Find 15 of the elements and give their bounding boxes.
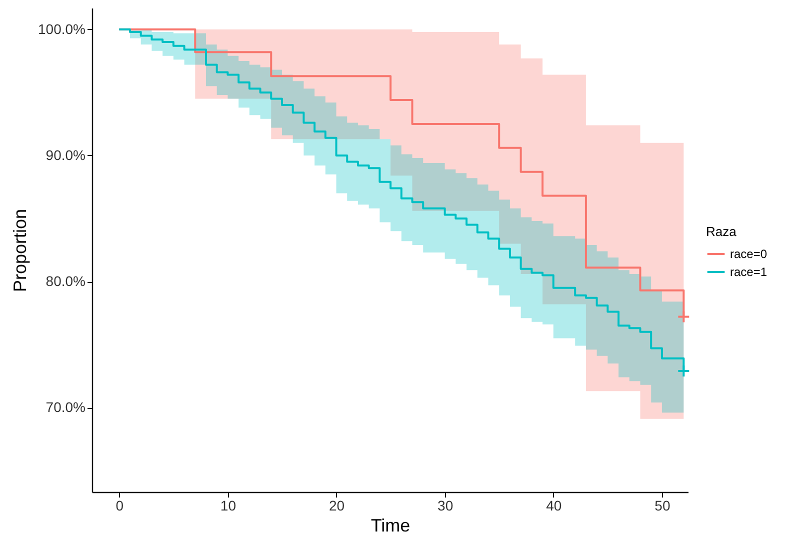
legend-title: Raza xyxy=(706,224,738,239)
x-tick-label: 50 xyxy=(654,498,670,514)
y-tick-label: 70.0% xyxy=(46,399,86,416)
x-tick-label: 40 xyxy=(546,498,562,514)
y-axis-title: Proportion xyxy=(10,208,30,292)
legend-label: race=1 xyxy=(730,265,768,279)
y-tick-label: 100.0% xyxy=(38,20,86,37)
y-tick-label: 90.0% xyxy=(46,146,86,163)
x-tick-label: 0 xyxy=(116,498,124,514)
x-axis-title: Time xyxy=(370,516,410,536)
x-tick-label: 10 xyxy=(220,498,236,514)
x-tick-label: 30 xyxy=(438,498,454,514)
y-tick-label: 80.0% xyxy=(46,273,86,290)
x-tick-label: 20 xyxy=(328,498,345,514)
legend-label: race=0 xyxy=(730,247,768,261)
